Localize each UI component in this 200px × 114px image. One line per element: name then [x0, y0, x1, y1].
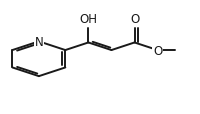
Text: N: N: [34, 36, 43, 48]
Text: OH: OH: [79, 12, 97, 25]
Text: O: O: [130, 13, 139, 26]
Text: O: O: [153, 44, 162, 57]
